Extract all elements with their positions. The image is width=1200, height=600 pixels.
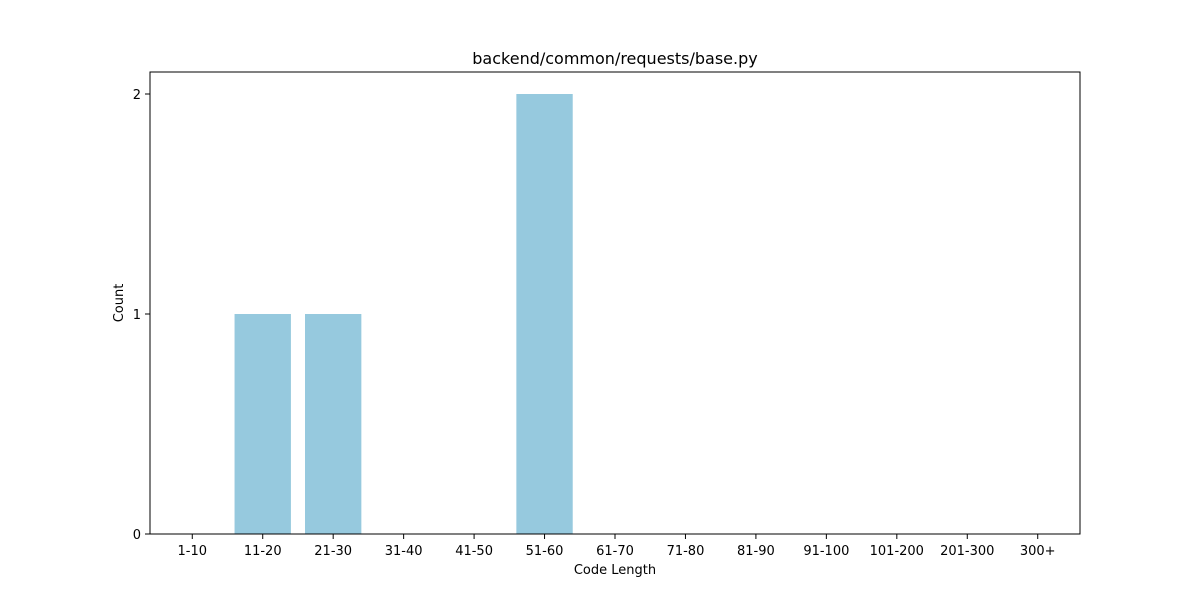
x-tick-label: 300+ — [1020, 544, 1056, 559]
x-tick-label: 41-50 — [455, 544, 493, 559]
y-tick-label: 1 — [133, 308, 141, 323]
x-tick-label: 1-10 — [178, 544, 208, 559]
y-tick-label: 2 — [133, 88, 141, 103]
chart-title: backend/common/requests/base.py — [472, 49, 757, 68]
x-tick-label: 201-300 — [940, 544, 994, 559]
bar-21-30 — [305, 314, 362, 534]
x-axis: 1-10 11-20 21-30 31-40 41-50 51-60 61-70 71-80 8… — [178, 534, 1056, 559]
x-tick-label: 101-200 — [870, 544, 924, 559]
y-tick-label: 0 — [133, 528, 141, 543]
y-axis: 0 1 2 — [133, 88, 150, 543]
x-tick-label: 51-60 — [526, 544, 564, 559]
x-tick-label: 31-40 — [385, 544, 423, 559]
x-tick-label: 81-90 — [737, 544, 775, 559]
y-axis-label: Count — [112, 284, 127, 323]
x-tick-label: 61-70 — [596, 544, 634, 559]
bar-11-20 — [234, 314, 291, 534]
x-axis-label: Code Length — [574, 563, 656, 578]
x-tick-label: 21-30 — [314, 544, 352, 559]
bar-51-60 — [516, 94, 573, 534]
x-tick-label: 71-80 — [667, 544, 705, 559]
x-tick-label: 11-20 — [244, 544, 282, 559]
bars-group — [234, 94, 573, 534]
x-tick-label: 91-100 — [803, 544, 849, 559]
